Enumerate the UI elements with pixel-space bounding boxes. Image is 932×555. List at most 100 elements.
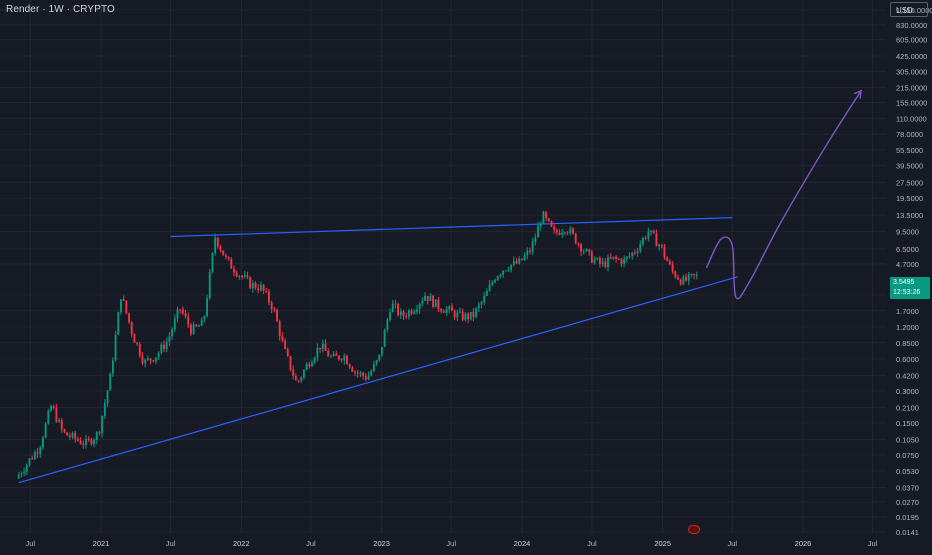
candle-body [179,309,182,311]
projection-curve[interactable] [705,90,862,300]
candle-body [155,357,157,362]
candle-body [421,300,424,304]
y-tick-label: 0.2100 [896,403,919,412]
candle-body [302,369,305,378]
y-tick-label: 305.0000 [896,67,927,76]
candle-body [335,353,338,356]
candle-body [483,295,486,302]
candle-body [343,355,346,361]
candle-body [644,237,647,239]
candle-body [130,322,133,335]
currency-badge[interactable]: USD [890,2,928,17]
candle-body [494,280,496,283]
y-tick-label: 0.0270 [896,498,919,507]
grid-lines [0,0,886,534]
candle-body [319,347,322,350]
candle-body [300,377,303,381]
candle-body [60,419,63,430]
candle-body [189,324,192,334]
y-tick-label: 55.5000 [896,146,923,155]
candle-body [294,375,297,381]
candle-body [504,270,507,272]
candle-body [381,347,383,355]
candle-body [615,256,618,259]
candle-body [674,271,677,278]
candle-body [572,228,574,234]
x-tick-label: 2022 [233,539,250,548]
candle-body [257,288,260,291]
candle-body [101,415,104,433]
candle-body [397,304,400,315]
candle-body [138,344,141,356]
candle-body [389,312,391,320]
candle-body [666,257,669,262]
candle-body [181,309,184,314]
candle-body [695,274,698,276]
resistance-trendline[interactable] [170,217,733,238]
candle-body [660,244,663,247]
candle-body [251,282,254,289]
y-tick-label: 4.7000 [896,260,919,269]
support-trendline[interactable] [18,276,738,484]
x-tick-label: Jul [446,539,456,548]
candle-body [553,226,556,231]
candle-body [577,243,580,245]
trendlines[interactable] [18,217,738,484]
candle-body [394,303,397,305]
candle-body [249,277,252,289]
candle-body [52,406,55,408]
candle-body [286,348,289,356]
candle-body [58,419,61,422]
candle-body [550,221,553,227]
candle-body [440,309,443,312]
candle-body [561,232,564,235]
candle-body [165,341,168,350]
candle-body [545,211,548,219]
candle-body [593,259,596,263]
candle-body [558,232,561,235]
projection-path[interactable] [705,89,862,300]
candle-body [219,246,222,251]
candle-body [42,437,44,448]
price-axis[interactable]: 1,150.0000 830.0000 605.0000 425.0000 305.00… [896,6,932,537]
candle-body [590,251,593,263]
candle-body [284,340,287,349]
candle-body [523,255,526,261]
candle-body [405,316,408,318]
candle-body [604,261,607,267]
candle-body [585,249,588,252]
candle-body [95,432,98,440]
candle-body [475,308,478,317]
candle-body [650,230,652,233]
candle-body [647,232,650,239]
candle-body [399,311,402,315]
x-tick-label: 2024 [514,539,531,548]
y-tick-label: 0.8500 [896,339,919,348]
candle-body [278,321,281,337]
y-tick-label: 0.0530 [896,467,919,476]
candle-body [612,256,615,259]
candle-body [402,311,405,317]
candle-body [580,244,583,252]
candle-body [434,299,437,308]
candle-body [596,257,599,260]
candle-body [464,313,467,320]
candle-body [109,373,112,391]
candle-body [534,237,537,242]
candle-body [281,336,284,341]
candle-body [491,282,494,285]
x-tick-label: Jul [587,539,597,548]
y-tick-label: 19.5000 [896,194,923,203]
earnings-event-icon[interactable] [688,525,700,534]
candle-body [588,249,591,252]
symbol-title[interactable]: Render · 1W · CRYPTO [6,4,115,15]
candle-body [652,230,655,234]
candle-body [518,258,521,264]
y-tick-label: 215.0000 [896,83,927,92]
candle-body [367,375,370,380]
time-axis[interactable]: Jul 2021 Jul 2022 Jul 2023 Jul 2024 Jul 2025 Jul 20… [25,539,877,548]
candle-body [216,237,219,247]
x-tick-label: Jul [868,539,878,548]
